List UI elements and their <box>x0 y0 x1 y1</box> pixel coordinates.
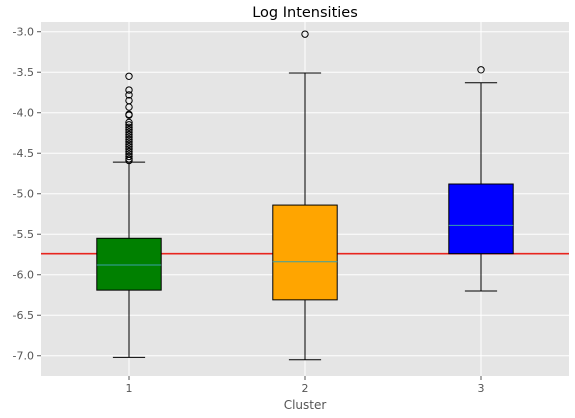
x-axis-label: Cluster <box>284 398 327 412</box>
y-axis-ticks: -3.0 -3.5 -4.0 -4.5 -5.0 -5.5 -6.0 -6.5 -7.0 <box>13 26 41 363</box>
y-tick-label: -4.0 <box>13 107 34 120</box>
outlier-point <box>125 121 133 129</box>
y-tick-label: -3.0 <box>13 26 34 39</box>
x-tick-label: 3 <box>478 382 485 395</box>
y-tick-label: -5.0 <box>13 188 34 201</box>
outlier-point <box>125 156 133 165</box>
outlier-point <box>125 128 133 136</box>
outlier-point <box>125 103 133 111</box>
y-tick-label: -4.5 <box>13 147 34 160</box>
y-tick-label: -6.0 <box>13 269 34 282</box>
outlier-point <box>125 152 133 161</box>
outlier-point <box>125 111 133 119</box>
y-tick-label: -7.0 <box>13 350 34 363</box>
outlier-point <box>125 72 133 80</box>
outlier-point <box>125 143 133 151</box>
outlier-point <box>125 86 133 94</box>
y-tick-label: -5.5 <box>13 228 34 241</box>
outlier-point <box>125 140 133 149</box>
outlier-point <box>125 145 133 153</box>
outlier-point <box>477 66 485 74</box>
outlier-point <box>125 126 133 134</box>
x-tick-label: 2 <box>302 382 309 395</box>
box-iqr <box>272 204 338 301</box>
chart-title: Log Intensities <box>252 5 358 21</box>
x-axis-ticks: 1 2 3 <box>126 376 485 395</box>
boxes-layer <box>96 30 514 361</box>
box-iqr <box>96 237 162 291</box>
outlier-point <box>125 135 133 144</box>
x-tick-label: 1 <box>126 382 133 395</box>
outlier-point <box>125 147 133 156</box>
outlier-point <box>125 118 133 127</box>
outlier-point <box>125 130 133 139</box>
outlier-point <box>125 123 133 132</box>
y-tick-label: -6.5 <box>13 309 34 322</box>
outlier-point <box>125 138 133 146</box>
box-iqr <box>448 183 514 255</box>
y-tick-label: -3.5 <box>13 66 34 79</box>
outlier-point <box>125 91 133 99</box>
outlier-point <box>125 133 133 141</box>
outlier-point <box>301 30 309 38</box>
